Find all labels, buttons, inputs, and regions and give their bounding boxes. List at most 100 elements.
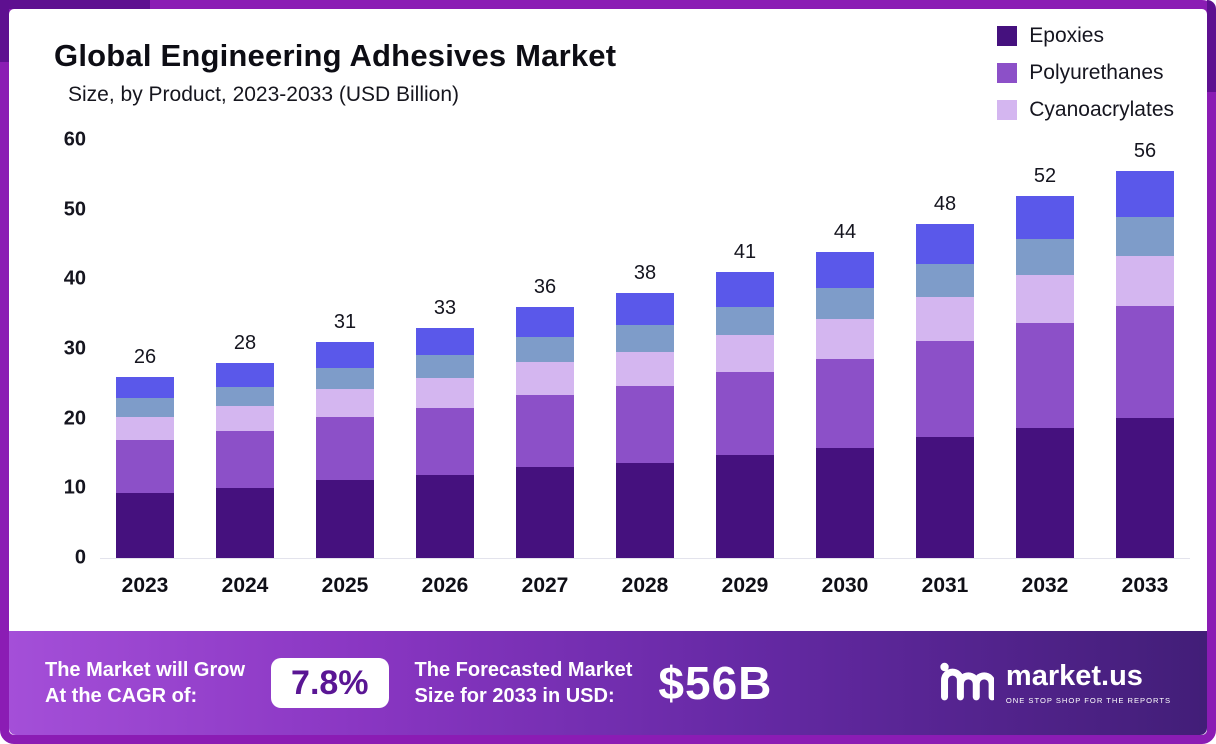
legend-item-cyanoacrylates: Cyanoacrylates [997, 98, 1174, 122]
bar-total-label: 56 [1133, 140, 1157, 162]
bar-column-2031: 48 2031 [916, 140, 974, 597]
legend-item-polyurethanes: Polyurethanes [997, 61, 1174, 85]
corner-accent-top-left-horizontal [0, 0, 150, 9]
bar-segment-polyurethanes [516, 394, 574, 468]
legend-label: Cyanoacrylates [1029, 98, 1174, 121]
bar-segment-series-5-not-in-legend- [516, 307, 574, 338]
bar-segment-series-5-not-in-legend- [416, 328, 474, 356]
legend-label: Polyurethanes [1029, 61, 1164, 84]
bar-column-2033: 56 2033 [1116, 140, 1174, 597]
bar-total-label: 26 [133, 345, 157, 368]
bar-total-label: 44 [833, 220, 857, 243]
cagr-label: The Market will Grow At the CAGR of: [45, 659, 246, 707]
bar-segment-series-5-not-in-legend- [216, 362, 274, 387]
bar-total-label: 48 [933, 192, 957, 215]
bar-segment-epoxies [616, 462, 674, 558]
x-axis-label-2031: 2031 [921, 574, 969, 597]
bar-column-2026: 33 2026 [416, 140, 474, 597]
bar-total-label: 31 [333, 311, 357, 334]
bar-segment-series-4-not-in-legend- [616, 325, 674, 352]
bar-column-2030: 44 2030 [816, 140, 874, 597]
bar-segment-epoxies [716, 454, 774, 558]
x-axis-label-2023: 2023 [121, 574, 169, 597]
bar-segment-polyurethanes [416, 408, 474, 476]
bar-segment-polyurethanes [216, 431, 274, 488]
bar-segment-polyurethanes [116, 440, 174, 493]
plot-area: 26 2023 28 2024 31 2025 33 2026 36 2027 38 2028 41 20… [100, 140, 1190, 597]
y-tick-60: 60 [63, 128, 86, 151]
bar-segment-polyurethanes [816, 358, 874, 448]
bar-segment-cyanoacrylates [916, 297, 974, 341]
bar-segment-series-5-not-in-legend- [616, 293, 674, 326]
legend-swatch [997, 26, 1018, 46]
brand-tagline: One Stop Shop for the Reports [1005, 695, 1171, 705]
bar-segment-polyurethanes [716, 372, 774, 455]
bar-segment-series-4-not-in-legend- [216, 386, 274, 407]
cagr-value-chip: 7.8% [271, 658, 389, 708]
bar-segment-series-5-not-in-legend- [916, 223, 974, 265]
bar-segment-series-4-not-in-legend- [716, 306, 774, 336]
bar-total-label: 41 [733, 241, 757, 264]
bar-segment-series-5-not-in-legend- [316, 342, 374, 368]
bar-segment-epoxies [916, 437, 974, 558]
marketus-logo-icon [938, 658, 996, 709]
x-axis-baseline [100, 558, 1190, 559]
bar-segment-epoxies [1116, 418, 1174, 558]
brand-text: market.us One Stop Shop for the Reports [1005, 661, 1171, 705]
bar-total-label: 28 [233, 331, 257, 354]
bar-segment-series-4-not-in-legend- [1016, 238, 1074, 276]
bar-column-2027: 36 2027 [516, 140, 574, 597]
y-tick-50: 50 [63, 198, 86, 221]
bar-segment-polyurethanes [1016, 322, 1074, 428]
y-tick-40: 40 [63, 267, 86, 290]
y-tick-10: 10 [63, 476, 86, 499]
y-axis: 0 10 20 30 40 50 60 [28, 129, 86, 569]
bar-segment-series-4-not-in-legend- [416, 355, 474, 379]
y-tick-0: 0 [74, 546, 86, 569]
x-axis-label-2030: 2030 [821, 574, 869, 597]
bar-segment-epoxies [416, 475, 474, 558]
bar-segment-cyanoacrylates [816, 319, 874, 359]
bar-segment-cyanoacrylates [316, 389, 374, 418]
brand-logo-block: market.us One Stop Shop for the Reports [938, 658, 1171, 709]
bar-segment-cyanoacrylates [416, 378, 474, 409]
legend-swatch [997, 63, 1018, 83]
x-axis-label-2032: 2032 [1021, 574, 1069, 597]
bar-segment-epoxies [816, 447, 874, 558]
bar-segment-epoxies [216, 487, 274, 558]
bar-total-label: 36 [533, 276, 557, 299]
bar-total-label: 38 [633, 262, 657, 285]
bar-segment-series-5-not-in-legend- [1116, 171, 1174, 218]
y-tick-20: 20 [63, 407, 86, 430]
y-tick-30: 30 [63, 337, 86, 360]
x-axis-label-2026: 2026 [421, 574, 469, 597]
bar-segment-series-4-not-in-legend- [916, 264, 974, 298]
bar-column-2024: 28 2024 [216, 140, 274, 597]
bar-segment-epoxies [516, 467, 574, 558]
bar-segment-polyurethanes [616, 385, 674, 463]
bar-segment-cyanoacrylates [516, 362, 574, 395]
bottom-banner: The Market will Grow At the CAGR of: 7.8… [9, 631, 1207, 735]
bar-segment-cyanoacrylates [716, 335, 774, 373]
x-axis-label-2029: 2029 [721, 574, 769, 597]
bar-segment-cyanoacrylates [616, 351, 674, 386]
bar-column-2029: 41 2029 [716, 140, 774, 597]
bar-segment-cyanoacrylates [1016, 275, 1074, 323]
x-axis-label-2027: 2027 [521, 574, 569, 597]
bar-total-label: 52 [1033, 164, 1057, 187]
x-axis-label-2028: 2028 [621, 574, 669, 597]
legend-swatch [997, 100, 1018, 120]
bar-column-2032: 52 2032 [1016, 140, 1074, 597]
chart-subtitle: Size, by Product, 2023-2033 (USD Billion… [68, 83, 460, 106]
corner-accent-top-right [1207, 0, 1216, 92]
bar-segment-cyanoacrylates [216, 406, 274, 432]
bar-segment-series-5-not-in-legend- [716, 272, 774, 307]
bar-segment-epoxies [1016, 427, 1074, 558]
bar-segment-epoxies [116, 492, 174, 558]
bar-segment-polyurethanes [1116, 306, 1174, 419]
bar-segment-series-4-not-in-legend- [816, 288, 874, 320]
bar-segment-cyanoacrylates [1116, 255, 1174, 307]
bar-total-label: 33 [433, 297, 457, 320]
forecast-value: $56B [658, 657, 773, 709]
bar-column-2023: 26 2023 [116, 140, 174, 597]
